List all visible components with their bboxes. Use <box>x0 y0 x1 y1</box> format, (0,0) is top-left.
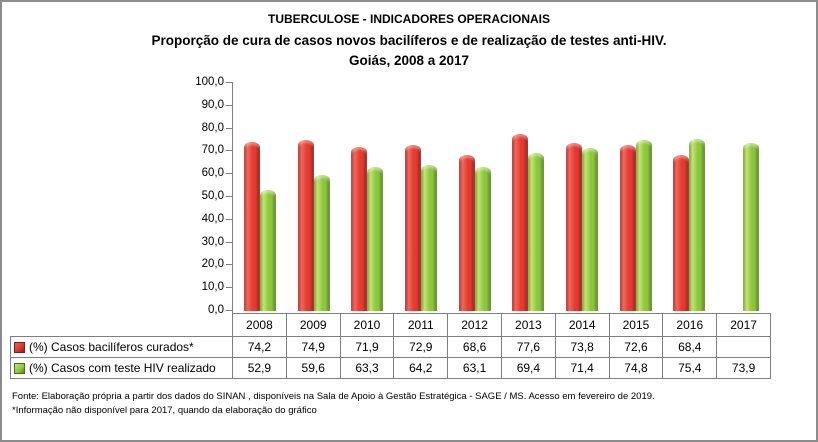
chart-subtitle: Proporção de cura de casos novos bacilíf… <box>151 33 667 48</box>
year-header-cell: 2016 <box>662 313 718 337</box>
legend-cell: (%) Casos com teste HIV realizado <box>10 357 233 379</box>
value-cell: 71,4 <box>554 357 610 379</box>
bar-teste-hiv <box>420 165 437 311</box>
year-header-cell: 2013 <box>500 313 556 337</box>
bar-casos-curados <box>404 145 421 311</box>
bar-teste-hiv <box>367 167 384 311</box>
value-cell: 74,2 <box>232 336 287 358</box>
y-tick-label: 10,0 <box>201 281 224 294</box>
bar-teste-hiv <box>635 140 652 311</box>
asterisk-note: *Informação não disponível para 2017, qu… <box>12 405 317 416</box>
legend-cell: (%) Casos bacilíferos curados* <box>10 336 233 358</box>
footer-notes: Fonte: Elaboração própria a partir dos d… <box>12 390 802 418</box>
y-tick-label: 20,0 <box>201 258 224 271</box>
y-tick-label: 60,0 <box>201 167 224 180</box>
source-note: Fonte: Elaboração própria a partir dos d… <box>12 391 655 402</box>
category-group-2009 <box>287 82 341 311</box>
bar-teste-hiv <box>689 139 706 311</box>
series-label: (%) Casos bacilíferos curados* <box>29 340 194 354</box>
bar-teste-hiv <box>528 153 545 311</box>
year-header-cell: 2015 <box>608 313 664 337</box>
table-row: (%) Casos bacilíferos curados* 74,2 74,9 71… <box>10 336 771 358</box>
value-cell: 74,8 <box>608 357 664 379</box>
chart-title-block: TUBERCULOSE - INDICADORES OPERACIONAIS P… <box>2 10 816 68</box>
value-cell: 74,9 <box>285 336 341 358</box>
year-header-cell: 2017 <box>716 313 771 337</box>
year-header-cell: 2014 <box>554 313 610 337</box>
bar-casos-curados <box>458 155 475 311</box>
value-cell: 63,3 <box>339 357 395 379</box>
y-tick-label: 40,0 <box>201 212 224 225</box>
year-header-cell: 2011 <box>393 313 449 337</box>
table-row: (%) Casos com teste HIV realizado 52,9 59,… <box>10 357 771 379</box>
bar-teste-hiv <box>313 175 330 311</box>
year-header-cell: 2009 <box>285 313 341 337</box>
value-cell: 68,6 <box>447 336 502 358</box>
plot-area <box>233 82 770 311</box>
category-group-2008 <box>233 82 287 311</box>
year-header-cell: 2012 <box>447 313 502 337</box>
bar-casos-curados <box>351 147 368 311</box>
value-cell: 75,4 <box>662 357 718 379</box>
y-tick-label: 30,0 <box>201 235 224 248</box>
value-cell: 73,9 <box>716 357 771 379</box>
value-cell: 72,9 <box>393 336 449 358</box>
year-header-cell: 2010 <box>339 313 395 337</box>
bar-teste-hiv <box>582 148 599 311</box>
category-group-2011 <box>394 82 448 311</box>
series-green-swatch-icon <box>14 362 25 374</box>
bar-casos-curados <box>297 140 314 311</box>
chart-title: TUBERCULOSE - INDICADORES OPERACIONAIS <box>267 12 551 26</box>
value-cell: 64,2 <box>393 357 449 379</box>
bar-casos-curados <box>619 145 636 311</box>
value-cell <box>716 336 771 358</box>
bar-teste-hiv <box>474 167 491 311</box>
table-corner-cell <box>11 314 233 337</box>
series-label: (%) Casos com teste HIV realizado <box>29 361 216 375</box>
year-header-cell: 2008 <box>232 313 287 337</box>
series-red-swatch-icon <box>14 341 25 353</box>
value-cell: 71,9 <box>339 336 395 358</box>
data-table: 2008 2009 2010 2011 2012 2013 2014 2015 2016 2017… <box>10 313 771 379</box>
bar-casos-curados <box>566 143 583 311</box>
value-cell: 69,4 <box>500 357 556 379</box>
y-tick-label: 80,0 <box>201 121 224 134</box>
value-cell: 72,6 <box>608 336 664 358</box>
y-tick-label: 90,0 <box>201 98 224 111</box>
bar-casos-curados <box>243 142 260 311</box>
category-group-2010 <box>340 82 394 311</box>
bar-casos-curados <box>512 134 529 311</box>
value-cell: 63,1 <box>447 357 502 379</box>
y-tick-label: 70,0 <box>201 144 224 157</box>
category-group-2016 <box>663 82 717 311</box>
bar-casos-curados <box>673 155 690 311</box>
value-cell: 68,4 <box>662 336 718 358</box>
bar-teste-hiv <box>743 143 760 311</box>
value-cell: 52,9 <box>232 357 287 379</box>
table-body: 2008 2009 2010 2011 2012 2013 2014 2015 2016 2017… <box>10 313 771 379</box>
value-cell: 59,6 <box>285 357 341 379</box>
category-group-2017 <box>716 82 770 311</box>
bar-teste-hiv <box>259 190 276 311</box>
y-axis-line <box>232 82 233 313</box>
y-tick-label: 50,0 <box>201 190 224 202</box>
category-group-2014 <box>555 82 609 311</box>
category-group-2012 <box>448 82 502 311</box>
value-cell: 77,6 <box>500 336 556 358</box>
category-group-2013 <box>502 82 556 311</box>
table-header-row: 2008 2009 2010 2011 2012 2013 2014 2015 2016 2017 <box>11 313 771 337</box>
value-cell: 73,8 <box>554 336 610 358</box>
chart-subtitle-location: Goiás, 2008 a 2017 <box>348 53 470 68</box>
category-group-2015 <box>609 82 663 311</box>
y-tick-label: 100,0 <box>195 76 224 88</box>
